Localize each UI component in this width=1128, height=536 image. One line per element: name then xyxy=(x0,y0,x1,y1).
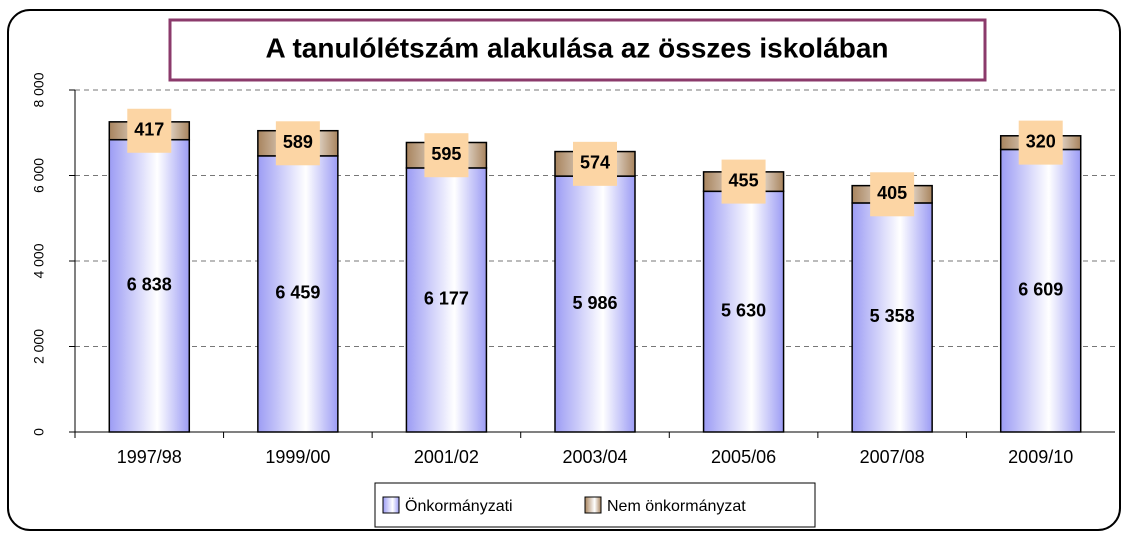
bar-segment xyxy=(257,155,339,433)
data-label: 574 xyxy=(580,153,610,173)
bar-segment xyxy=(554,175,636,433)
y-tick-label: 4 000 xyxy=(31,243,47,278)
x-tick-label: 1999/00 xyxy=(265,447,330,467)
y-tick-label: 2 000 xyxy=(31,329,47,364)
data-label-box xyxy=(275,121,320,166)
data-label: 6 177 xyxy=(424,289,469,309)
x-tick-label: 2009/10 xyxy=(1008,447,1073,467)
data-label: 5 986 xyxy=(572,293,617,313)
data-label: 595 xyxy=(431,144,461,164)
data-label: 5 358 xyxy=(870,306,915,326)
x-tick-label: 2003/04 xyxy=(562,447,627,467)
x-tick-label: 2007/08 xyxy=(860,447,925,467)
data-label: 455 xyxy=(729,170,759,190)
title-box xyxy=(168,18,987,82)
data-label: 589 xyxy=(283,132,313,152)
data-label: 405 xyxy=(877,183,907,203)
legend-swatch xyxy=(584,496,602,514)
data-label-box xyxy=(870,172,915,217)
data-label: 5 630 xyxy=(721,300,766,320)
data-label: 6 459 xyxy=(275,283,320,303)
legend-swatch xyxy=(382,496,400,514)
legend-label: Nem önkormányzat xyxy=(607,498,746,515)
y-tick-label: 0 xyxy=(31,428,47,436)
chart-title: A tanulólétszám alakulása az összes isko… xyxy=(266,32,889,63)
data-label: 320 xyxy=(1026,131,1056,151)
data-label-box xyxy=(721,159,766,204)
bar-segment xyxy=(851,202,933,433)
data-label-box xyxy=(1018,120,1063,165)
x-tick-label: 2005/06 xyxy=(711,447,776,467)
data-label-box xyxy=(573,141,617,186)
legend-label: Önkormányzati xyxy=(405,497,513,515)
data-label: 417 xyxy=(134,120,164,140)
data-label: 6 838 xyxy=(127,275,172,295)
data-label-box xyxy=(127,108,172,153)
data-label: 6 609 xyxy=(1018,279,1063,299)
bar-segment xyxy=(999,148,1082,433)
bar-segment xyxy=(702,190,785,433)
x-tick-label: 2001/02 xyxy=(414,447,479,467)
x-tick-label: 1997/98 xyxy=(117,447,182,467)
y-tick-label: 8 000 xyxy=(31,72,47,107)
bar-segment xyxy=(405,167,488,433)
y-tick-label: 6 000 xyxy=(31,158,47,193)
data-label-box xyxy=(424,133,469,178)
